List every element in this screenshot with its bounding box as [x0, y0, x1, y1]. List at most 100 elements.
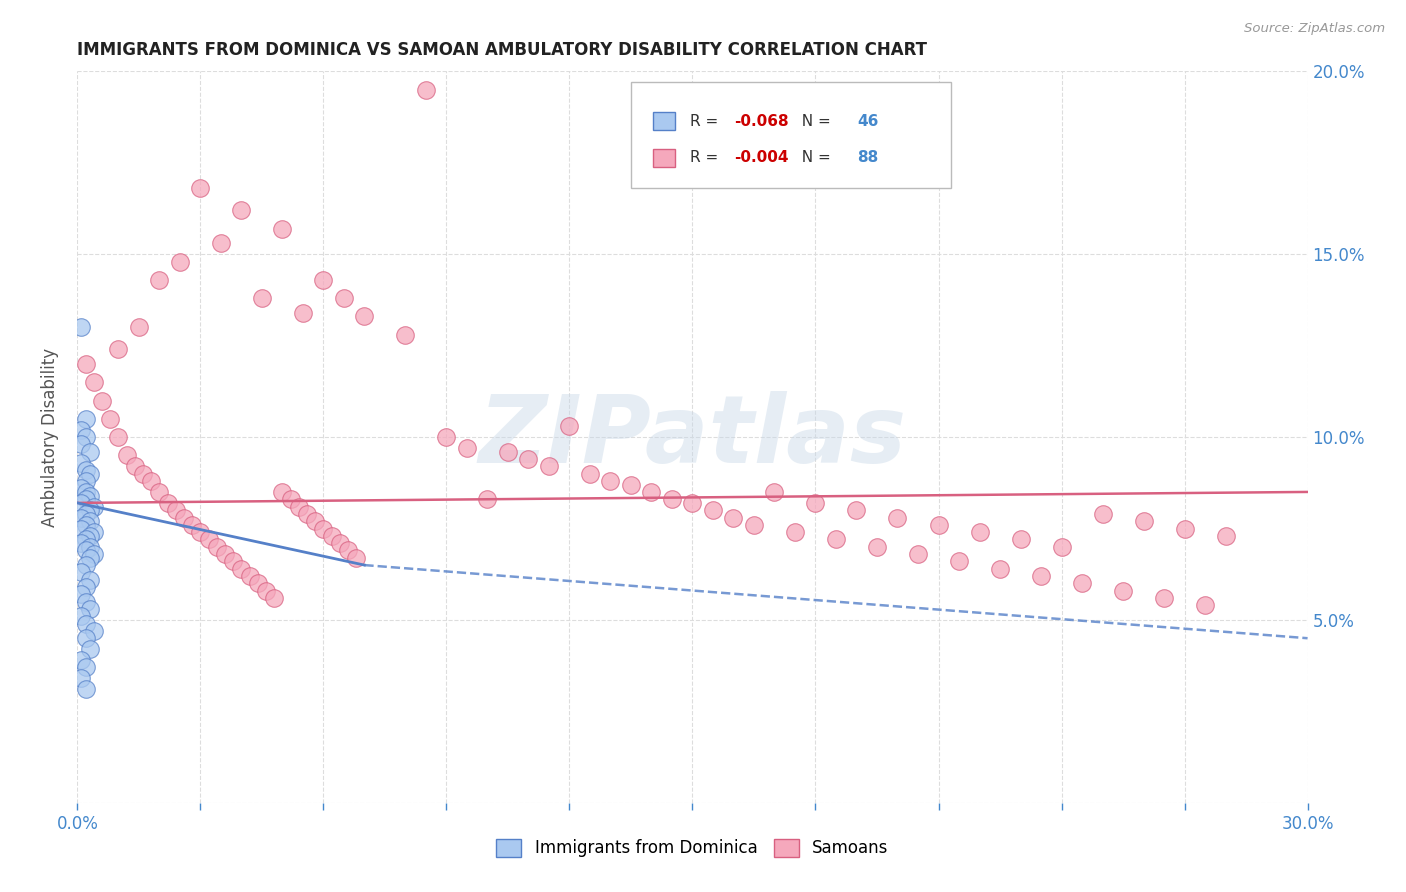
Text: ZIPatlas: ZIPatlas [478, 391, 907, 483]
Point [661, 492, 683, 507]
Point [496, 444, 519, 458]
Point [83, 624, 105, 638]
Text: N =: N = [792, 150, 835, 165]
Point [682, 496, 704, 510]
Point [128, 320, 150, 334]
Point [75, 616, 97, 631]
Point [312, 273, 335, 287]
Point [436, 430, 458, 444]
Point [866, 540, 889, 554]
Point [1194, 599, 1216, 613]
Point [75, 474, 97, 488]
Point [83, 547, 105, 561]
Point [333, 291, 356, 305]
Point [280, 492, 302, 507]
Point [75, 543, 97, 558]
Point [254, 583, 277, 598]
Point [988, 562, 1011, 576]
Point [79, 573, 101, 587]
Point [98, 412, 121, 426]
Point [75, 485, 97, 500]
Point [456, 441, 478, 455]
Point [75, 517, 97, 532]
Point [231, 203, 253, 218]
Point [75, 412, 97, 426]
Point [263, 591, 285, 605]
Point [70, 587, 93, 601]
Point [79, 642, 101, 657]
Point [344, 550, 367, 565]
Text: -0.004: -0.004 [734, 150, 789, 165]
Point [948, 554, 970, 568]
Point [79, 602, 101, 616]
Text: Source: ZipAtlas.com: Source: ZipAtlas.com [1244, 22, 1385, 36]
Point [205, 540, 228, 554]
Point [558, 419, 581, 434]
Point [845, 503, 868, 517]
Point [70, 672, 93, 686]
Point [75, 594, 97, 608]
Point [173, 510, 195, 524]
Point [742, 517, 765, 532]
Point [70, 496, 93, 510]
Point [1132, 514, 1154, 528]
Point [70, 510, 93, 524]
Text: -0.068: -0.068 [734, 113, 789, 128]
Point [763, 485, 786, 500]
Point [477, 492, 499, 507]
Point [702, 503, 724, 517]
Point [620, 477, 643, 491]
Point [75, 430, 97, 444]
Point [188, 181, 212, 195]
Point [148, 485, 170, 500]
Point [75, 463, 97, 477]
Point [640, 485, 662, 500]
Point [132, 467, 155, 481]
Point [304, 514, 326, 528]
Point [239, 569, 262, 583]
Point [75, 533, 97, 547]
Point [214, 547, 236, 561]
Point [75, 558, 97, 573]
Point [70, 456, 93, 470]
Point [312, 521, 335, 535]
Point [115, 448, 138, 462]
Point [1091, 507, 1114, 521]
Text: R =: R = [690, 113, 723, 128]
Point [83, 375, 105, 389]
Point [599, 474, 621, 488]
Point [70, 566, 93, 580]
Text: 46: 46 [858, 113, 879, 128]
Point [79, 444, 101, 458]
Text: IMMIGRANTS FROM DOMINICA VS SAMOAN AMBULATORY DISABILITY CORRELATION CHART: IMMIGRANTS FROM DOMINICA VS SAMOAN AMBUL… [77, 41, 928, 59]
Point [75, 682, 97, 697]
Point [79, 467, 101, 481]
Point [90, 393, 114, 408]
Point [1112, 583, 1135, 598]
Point [107, 343, 129, 357]
FancyBboxPatch shape [654, 149, 675, 167]
Point [156, 496, 179, 510]
Point [321, 529, 343, 543]
Point [1071, 576, 1094, 591]
Point [1153, 591, 1175, 605]
Point [804, 496, 827, 510]
Point [415, 82, 437, 96]
Point [75, 507, 97, 521]
Point [928, 517, 950, 532]
Point [70, 536, 93, 550]
Point [886, 510, 908, 524]
Point [394, 327, 416, 342]
Point [825, 533, 848, 547]
Point [148, 273, 170, 287]
Point [79, 529, 101, 543]
Point [70, 437, 93, 451]
Legend: Immigrants from Dominica, Samoans: Immigrants from Dominica, Samoans [489, 832, 896, 864]
Point [222, 554, 245, 568]
Point [291, 306, 314, 320]
Point [197, 533, 219, 547]
Point [83, 525, 105, 540]
Point [70, 320, 93, 334]
Point [517, 452, 540, 467]
Text: R =: R = [690, 150, 723, 165]
